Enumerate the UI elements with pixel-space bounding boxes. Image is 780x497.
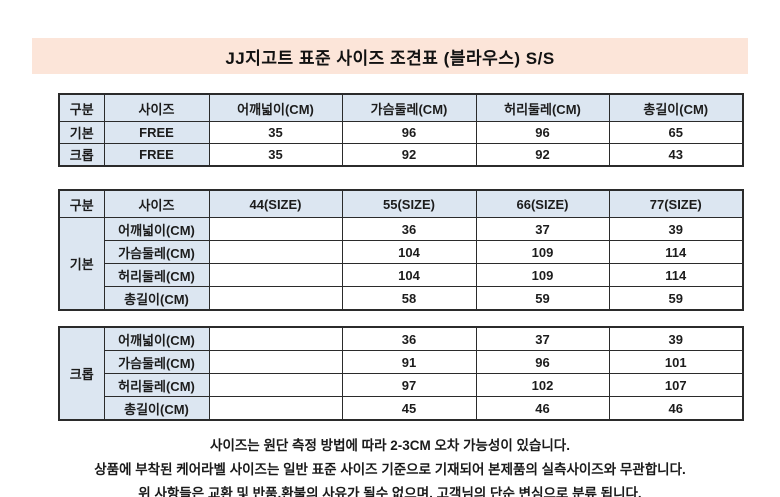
table-row: 총길이(CM) 45 46 46 xyxy=(59,396,744,421)
value-cell: 45 xyxy=(341,396,477,421)
value-cell xyxy=(208,217,343,241)
header-cell: 허리둘레(CM) xyxy=(475,93,610,122)
group-cell: 기본 xyxy=(58,121,105,144)
table-row: 크롭 어깨넓이(CM) 36 37 39 xyxy=(58,326,744,421)
value-cell: 58 xyxy=(341,286,477,311)
label-cell: 총길이(CM) xyxy=(103,396,210,421)
header-cell: 66(SIZE) xyxy=(475,189,610,218)
table-header-row: 구분 사이즈 44(SIZE) 55(SIZE) 66(SIZE) 77(SIZ… xyxy=(58,189,744,218)
value-cell: 96 xyxy=(341,121,477,144)
value-cell: 92 xyxy=(475,143,610,167)
table-row: 허리둘레(CM) 104 109 114 xyxy=(59,263,744,287)
value-cell: 114 xyxy=(608,240,744,264)
label-cell: 허리둘레(CM) xyxy=(103,373,210,397)
value-cell: 65 xyxy=(608,121,744,144)
value-cell: 43 xyxy=(608,143,744,167)
value-cell xyxy=(208,263,343,287)
header-cell: 77(SIZE) xyxy=(608,189,744,218)
notice-line: 위 사항들은 교환 및 반품,환불의 사유가 될수 없으며, 고객님의 단순 변… xyxy=(138,486,642,497)
header-cell: 44(SIZE) xyxy=(208,189,343,218)
header-cell: 구분 xyxy=(58,93,105,122)
group-cell: 크롭 xyxy=(58,326,105,421)
size-chart-page: JJ지고트 표준 사이즈 조견표 (블라우스) S/S 구분 사이즈 어깨넓이(… xyxy=(0,38,780,497)
value-cell: 104 xyxy=(341,240,477,264)
table-row: 크롭 FREE 35 92 92 43 xyxy=(58,143,744,167)
label-cell: 총길이(CM) xyxy=(103,286,210,311)
value-cell: 36 xyxy=(341,326,477,351)
header-cell: 사이즈 xyxy=(103,93,210,122)
notice-section: 사이즈는 원단 측정 방법에 따라 2-3CM 오차 가능성이 있습니다. 상품… xyxy=(0,434,780,497)
table-row: 가슴둘레(CM) 91 96 101 xyxy=(59,350,744,374)
value-cell: 35 xyxy=(208,121,343,144)
value-cell: 46 xyxy=(608,396,744,421)
value-cell: 97 xyxy=(341,373,477,397)
label-cell: 가슴둘레(CM) xyxy=(103,240,210,264)
value-cell: 101 xyxy=(608,350,744,374)
value-cell: 107 xyxy=(608,373,744,397)
crop-size-table: 크롭 어깨넓이(CM) 36 37 39 가슴둘레(CM) 91 96 101 … xyxy=(58,326,744,421)
header-cell: 구분 xyxy=(58,189,105,218)
value-cell: 36 xyxy=(341,217,477,241)
value-cell: 37 xyxy=(475,326,610,351)
value-cell: 39 xyxy=(608,217,744,241)
value-cell: 37 xyxy=(475,217,610,241)
notice-line: 상품에 부착된 케어라벨 사이즈는 일반 표준 사이즈 기준으로 기재되어 본제… xyxy=(94,462,686,477)
value-cell: 96 xyxy=(475,350,610,374)
label-cell: 어깨넓이(CM) xyxy=(103,326,210,351)
table-row: 기본 어깨넓이(CM) 36 37 39 xyxy=(58,217,744,311)
group-cell: 크롭 xyxy=(58,143,105,167)
value-cell: 59 xyxy=(475,286,610,311)
title-banner: JJ지고트 표준 사이즈 조견표 (블라우스) S/S xyxy=(32,38,748,74)
value-cell xyxy=(208,350,343,374)
value-cell: 96 xyxy=(475,121,610,144)
value-cell: 46 xyxy=(475,396,610,421)
value-cell: 109 xyxy=(475,240,610,264)
header-cell: 사이즈 xyxy=(103,189,210,218)
table-row: 허리둘레(CM) 97 102 107 xyxy=(59,373,744,397)
header-cell: 총길이(CM) xyxy=(608,93,744,122)
group-cell: 기본 xyxy=(58,217,105,311)
table-row: 가슴둘레(CM) 104 109 114 xyxy=(59,240,744,264)
header-cell: 어깨넓이(CM) xyxy=(208,93,343,122)
value-cell xyxy=(208,326,343,351)
value-cell xyxy=(208,396,343,421)
size-cell: FREE xyxy=(103,121,210,144)
header-cell: 가슴둘레(CM) xyxy=(341,93,477,122)
notice-line: 사이즈는 원단 측정 방법에 따라 2-3CM 오차 가능성이 있습니다. xyxy=(210,438,570,453)
table-row: 기본 FREE 35 96 96 65 xyxy=(58,121,744,144)
value-cell: 92 xyxy=(341,143,477,167)
value-cell: 59 xyxy=(608,286,744,311)
value-cell: 104 xyxy=(341,263,477,287)
value-cell: 109 xyxy=(475,263,610,287)
header-cell: 55(SIZE) xyxy=(341,189,477,218)
label-cell: 어깨넓이(CM) xyxy=(103,217,210,241)
label-cell: 허리둘레(CM) xyxy=(103,263,210,287)
table-header-row: 구분 사이즈 어깨넓이(CM) 가슴둘레(CM) 허리둘레(CM) 총길이(CM… xyxy=(58,93,744,122)
page-title: JJ지고트 표준 사이즈 조견표 (블라우스) S/S xyxy=(225,48,555,68)
value-cell xyxy=(208,373,343,397)
table-row: 총길이(CM) 58 59 59 xyxy=(59,286,744,311)
basic-size-table: 구분 사이즈 44(SIZE) 55(SIZE) 66(SIZE) 77(SIZ… xyxy=(58,189,744,311)
value-cell: 35 xyxy=(208,143,343,167)
free-size-table: 구분 사이즈 어깨넓이(CM) 가슴둘레(CM) 허리둘레(CM) 총길이(CM… xyxy=(58,93,744,167)
value-cell: 102 xyxy=(475,373,610,397)
value-cell: 39 xyxy=(608,326,744,351)
size-cell: FREE xyxy=(103,143,210,167)
label-cell: 가슴둘레(CM) xyxy=(103,350,210,374)
value-cell: 114 xyxy=(608,263,744,287)
value-cell xyxy=(208,286,343,311)
value-cell: 91 xyxy=(341,350,477,374)
value-cell xyxy=(208,240,343,264)
